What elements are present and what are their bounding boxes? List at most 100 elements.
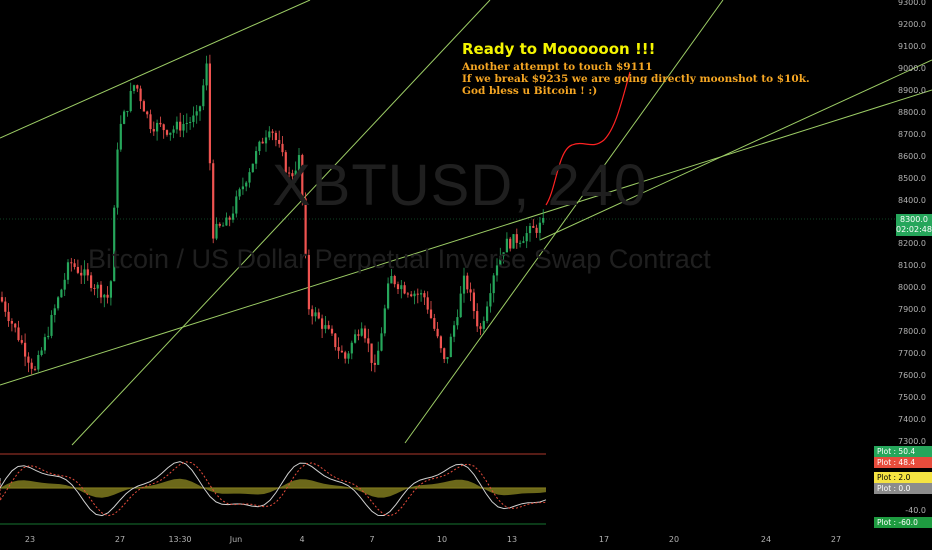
trendline — [539, 59, 932, 241]
price-tick-label: 7700.0 — [898, 349, 926, 359]
price-tick-label: 9000.0 — [898, 63, 926, 73]
candle-body — [456, 317, 459, 326]
time-tick-label: 10 — [436, 535, 448, 544]
candle-body — [228, 217, 231, 220]
candle-body — [426, 297, 429, 310]
candle-body — [357, 334, 360, 336]
candle-body — [50, 314, 53, 336]
candle-body — [37, 355, 40, 370]
candle-body — [225, 217, 228, 226]
candle-body — [7, 311, 10, 322]
candle-body — [53, 308, 56, 315]
candle-body — [222, 225, 225, 227]
candle-body — [43, 337, 46, 351]
candle-body — [449, 336, 452, 358]
candle-body — [215, 223, 218, 239]
candle-body — [218, 223, 221, 226]
candle-body — [472, 292, 475, 312]
candle-body — [139, 88, 142, 102]
candle-body — [360, 328, 363, 336]
candle-body — [66, 262, 70, 280]
candle-body — [347, 353, 350, 359]
candle-body — [80, 272, 83, 276]
candle-body — [393, 276, 396, 285]
oscillator-plot-badge: Plot : 2.0 — [874, 472, 932, 483]
candle-body — [390, 276, 393, 284]
candle-body — [93, 287, 96, 289]
candle-body — [495, 265, 499, 276]
candle-body — [413, 293, 416, 297]
price-tick-label: 7600.0 — [898, 371, 926, 381]
candle-body — [162, 124, 165, 131]
annotation-line-1: Another attempt to touch $9111 — [462, 61, 653, 73]
candle-body — [469, 289, 472, 293]
candle-body — [337, 347, 340, 351]
candle-body — [532, 226, 535, 228]
price-tick-label: 8700.0 — [898, 129, 926, 139]
symbol-watermark: XBTUSD, 240 — [272, 153, 648, 218]
price-tick-label: 8900.0 — [898, 85, 926, 95]
candle-body — [156, 122, 159, 132]
candle-body — [103, 294, 106, 298]
candle-body — [334, 333, 337, 348]
candle-body — [423, 293, 426, 298]
candle-body — [406, 293, 409, 295]
candle-body — [47, 335, 50, 338]
candle-body — [251, 163, 254, 173]
candle-body — [330, 328, 334, 334]
candle-body — [146, 111, 149, 115]
candle-body — [535, 227, 538, 233]
candle-body — [528, 226, 532, 234]
candle-body — [466, 275, 469, 290]
candle-body — [459, 293, 462, 318]
candle-body — [396, 284, 400, 290]
candle-body — [327, 325, 330, 329]
candle-body — [479, 326, 482, 329]
candle-body — [367, 338, 370, 344]
candle-body — [264, 137, 268, 144]
time-tick-label: 27 — [114, 535, 126, 544]
candle-body — [416, 293, 419, 295]
candle-body — [380, 333, 383, 351]
candle-body — [70, 262, 73, 264]
candle-body — [383, 308, 386, 334]
time-tick-label: 23 — [24, 535, 36, 544]
candle-body — [116, 149, 119, 208]
candle-body — [370, 343, 373, 363]
bar-countdown: 02:02:48 — [896, 225, 932, 234]
candle-body — [373, 362, 376, 365]
candle-body — [172, 129, 175, 133]
candle-body — [10, 321, 13, 324]
price-tick-label: 8500.0 — [898, 173, 926, 183]
candle-body — [324, 325, 327, 329]
candle-body — [403, 285, 406, 294]
price-tick-label: 8200.0 — [898, 239, 926, 249]
candle-body — [489, 293, 492, 307]
candle-body — [129, 90, 132, 112]
candle-body — [542, 217, 545, 223]
candle-body — [63, 279, 66, 290]
time-tick-label: 24 — [760, 535, 772, 544]
time-tick-label: 7 — [369, 535, 375, 544]
price-tick-label: 9300.0 — [898, 0, 926, 7]
candle-body — [486, 306, 489, 321]
candle-body — [0, 297, 4, 302]
candle-body — [499, 256, 502, 266]
candle-body — [119, 123, 122, 150]
candle-body — [410, 294, 413, 297]
candle-body — [27, 356, 30, 363]
candle-body — [189, 121, 192, 123]
price-tick-label: 8400.0 — [898, 195, 926, 205]
projection-curve — [545, 71, 631, 206]
candle-body — [86, 269, 89, 276]
candle-body — [291, 173, 294, 177]
candle-body — [202, 85, 205, 107]
price-tick-label: 8000.0 — [898, 283, 926, 293]
oscillator-histogram — [0, 478, 546, 498]
annotation-text-box[interactable]: Ready to Moooooon !!! Another attempt to… — [462, 40, 810, 97]
current-price-badge: 8300.0 02:02:48 — [896, 214, 932, 236]
candle-body — [314, 312, 317, 317]
candle-body — [159, 122, 162, 125]
candle-body — [90, 275, 93, 288]
